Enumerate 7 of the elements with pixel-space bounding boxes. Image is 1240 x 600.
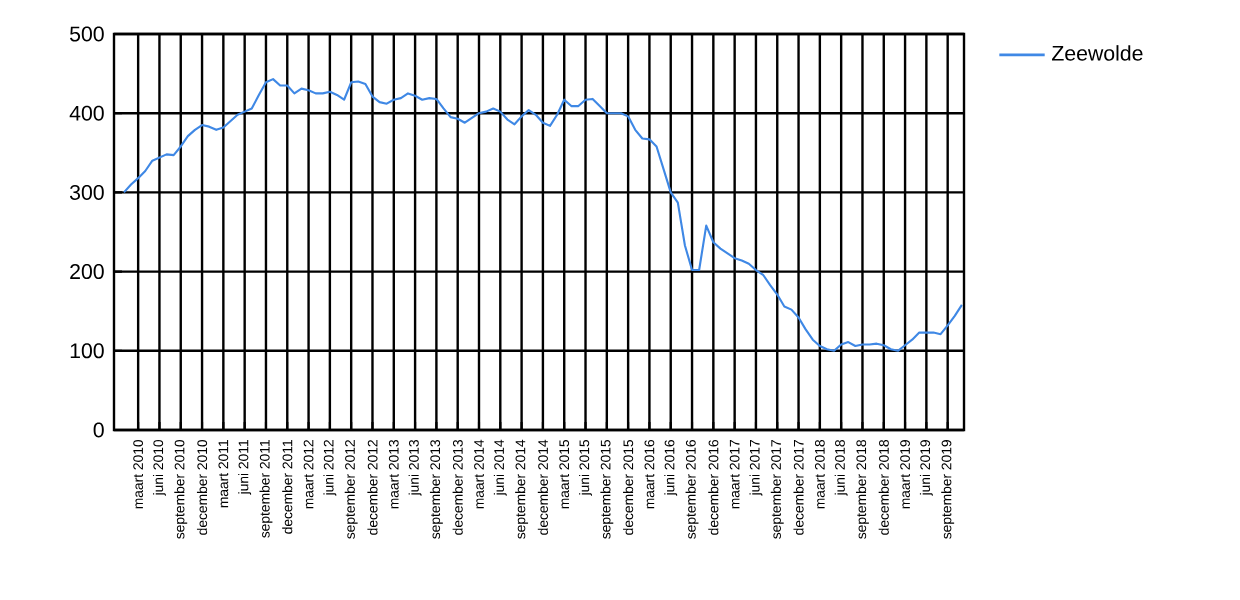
- y-tick-label: 300: [69, 184, 104, 200]
- legend-label: Zeewolde: [1052, 45, 1143, 61]
- y-tick-label: 500: [69, 26, 104, 42]
- y-tick-label: 0: [93, 422, 104, 438]
- y-tick-label: 100: [70, 343, 104, 359]
- y-tick-label: 200: [70, 264, 104, 280]
- y-tick-label: 400: [69, 105, 104, 121]
